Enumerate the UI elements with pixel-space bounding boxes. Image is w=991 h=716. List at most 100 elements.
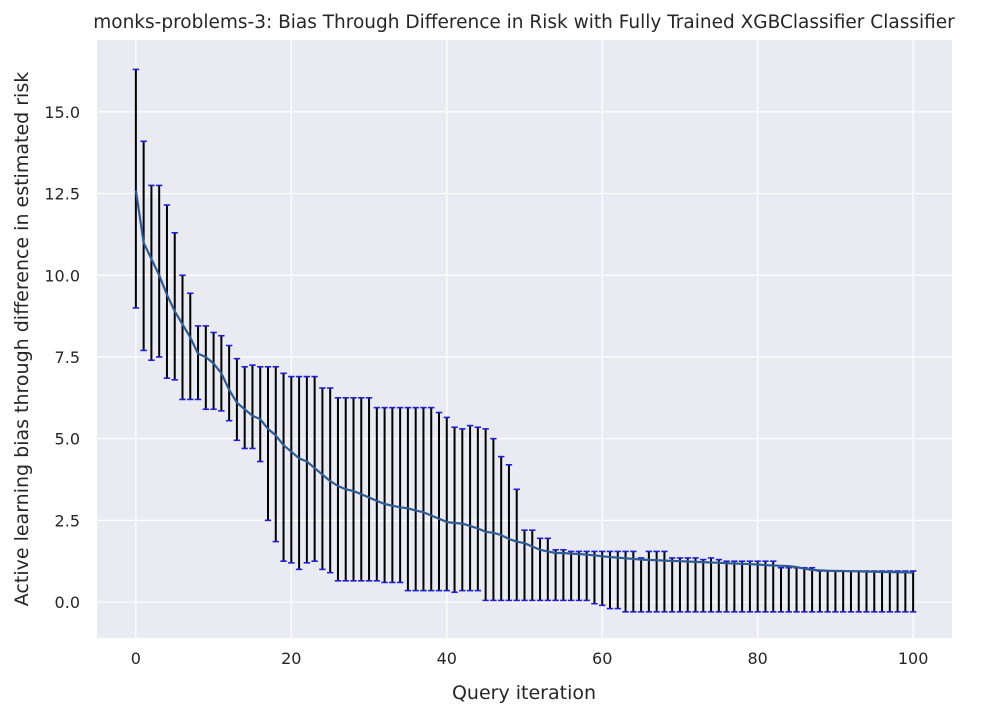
error-bar [785, 566, 792, 613]
y-tick-label: 0.0 [55, 593, 80, 612]
error-bar [381, 406, 388, 584]
error-bar [583, 550, 590, 602]
y-axis-ticks: 0.0 2.5 5.0 7.5 10.0 12.5 15.0 [44, 103, 80, 612]
error-bar [435, 411, 443, 592]
error-bar [909, 570, 917, 613]
chart-title: monks-problems-3: Bias Through Differenc… [93, 12, 955, 33]
x-axis-ticks: 0 20 40 60 80 100 [131, 649, 929, 668]
error-bar [591, 550, 598, 605]
error-bar [707, 557, 715, 613]
error-bar [319, 387, 326, 571]
error-bar [148, 184, 155, 362]
error-bar [443, 416, 450, 592]
error-bar [194, 325, 202, 401]
error-bar [132, 68, 140, 309]
error-bar [552, 548, 559, 602]
x-axis-label: Query iteration [452, 682, 596, 704]
error-bar [288, 375, 295, 564]
error-bar [155, 184, 163, 358]
error-bar [389, 406, 396, 584]
error-bar [762, 560, 769, 613]
x-tick-label: 80 [748, 649, 768, 668]
x-tick-label: 0 [131, 649, 141, 668]
error-bar [187, 292, 194, 401]
error-bar [715, 558, 723, 613]
error-bar [731, 560, 738, 613]
error-bar [808, 566, 816, 613]
error-bar [482, 428, 489, 602]
error-bar [777, 566, 785, 613]
error-bar [521, 529, 528, 602]
error-bar [637, 557, 645, 613]
error-bar [210, 331, 217, 411]
error-bar [560, 548, 567, 602]
error-bar [365, 397, 373, 582]
error-bar [645, 550, 653, 613]
error-bar [653, 550, 660, 613]
error-bar [420, 406, 427, 592]
error-bar [606, 550, 614, 610]
error-bar [202, 325, 210, 411]
error-bar [179, 274, 186, 401]
error-bar [544, 537, 552, 602]
error-bar [412, 406, 419, 592]
error-bar [334, 397, 342, 582]
error-bar [233, 357, 241, 442]
error-bar [668, 557, 676, 613]
error-bar [497, 455, 505, 602]
error-bar [567, 550, 575, 602]
error-bar [754, 560, 761, 613]
x-tick-label: 20 [281, 649, 301, 668]
error-bar [428, 406, 435, 592]
y-tick-label: 2.5 [55, 511, 80, 530]
x-tick-label: 40 [437, 649, 457, 668]
y-axis-label: Active learning bias through difference … [11, 72, 33, 606]
error-bar [272, 365, 279, 543]
error-bars [132, 68, 917, 613]
error-bar [894, 570, 901, 613]
error-bar [692, 557, 699, 613]
error-bar [575, 550, 583, 602]
error-bar [614, 550, 621, 610]
error-bar [358, 397, 365, 582]
grid [97, 40, 952, 638]
error-bar [738, 560, 746, 613]
error-bar [466, 424, 474, 592]
error-bar [630, 550, 637, 613]
error-bar [404, 406, 412, 592]
y-tick-label: 12.5 [44, 185, 80, 204]
error-bar [622, 550, 629, 613]
error-bar [770, 560, 777, 613]
error-bar [241, 365, 248, 450]
error-bar [303, 375, 311, 564]
error-bar [529, 529, 536, 602]
error-bar [171, 231, 178, 381]
error-bar [451, 426, 458, 594]
error-bar [373, 406, 381, 582]
error-bar [676, 557, 684, 613]
x-tick-label: 60 [592, 649, 612, 668]
error-bar [723, 560, 730, 613]
y-tick-label: 7.5 [55, 348, 80, 367]
error-bar [163, 204, 171, 380]
y-tick-label: 5.0 [55, 430, 80, 449]
error-bar [513, 488, 520, 602]
error-bar [140, 140, 147, 352]
error-bar [599, 550, 606, 607]
error-bar [280, 372, 287, 563]
error-bar [264, 365, 272, 522]
error-bar [295, 375, 303, 571]
error-bar [505, 464, 513, 602]
error-bar [257, 365, 264, 463]
error-bar [902, 570, 909, 613]
y-tick-label: 15.0 [44, 103, 80, 122]
mean-line-group [134, 190, 914, 574]
error-bar [684, 557, 691, 613]
error-bar [350, 397, 357, 582]
error-bar [746, 560, 754, 613]
error-bar [700, 558, 707, 613]
error-bar [459, 428, 466, 592]
mean-line [134, 190, 914, 574]
y-tick-label: 10.0 [44, 266, 80, 285]
